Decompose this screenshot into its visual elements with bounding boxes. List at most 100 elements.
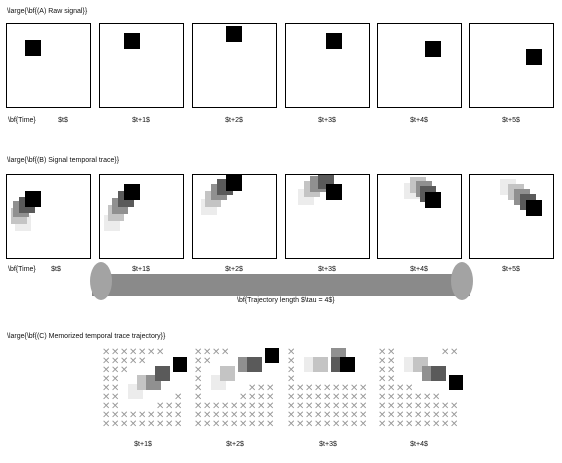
cross-mark-icon: ✕ bbox=[194, 419, 203, 430]
cross-mark-icon: ✕ bbox=[120, 419, 129, 430]
cross-mark-icon: ✕ bbox=[359, 401, 368, 412]
cross-mark-icon: ✕ bbox=[194, 383, 203, 394]
trace-label-t1: $t+1$ bbox=[132, 266, 150, 273]
cross-mark-icon: ✕ bbox=[257, 401, 266, 412]
raw-signal-square bbox=[326, 33, 342, 49]
cross-mark-icon: ✕ bbox=[156, 410, 165, 421]
cross-mark-icon: ✕ bbox=[248, 401, 257, 412]
cross-mark-icon: ✕ bbox=[257, 410, 266, 421]
current-signal-square bbox=[526, 200, 542, 216]
cross-mark-icon: ✕ bbox=[212, 401, 221, 412]
cross-mark-icon: ✕ bbox=[350, 410, 359, 421]
cross-mark-icon: ✕ bbox=[378, 401, 387, 412]
cross-mark-icon: ✕ bbox=[156, 401, 165, 412]
cross-mark-icon: ✕ bbox=[138, 348, 147, 358]
trace-label-t3: $t+3$ bbox=[318, 266, 336, 273]
memory-label-t1: $t+1$ bbox=[134, 441, 152, 448]
memory-grid-t2: ✕ ✕ ✕ ✕ ✕ ✕ ✕ ✕ ✕ ✕ ✕ ✕ ✕ ✕ ✕ ✕ ✕ ✕ ✕ ✕ ✕ ✕ ✕ ✕ ✕ ✕ ✕ ✕ ✕ ✕ ✕ ✕ ✕ ✕ ✕ ✕ ✕ ✕ ✕ ✕… bbox=[193, 348, 279, 434]
cross-mark-icon: ✕ bbox=[396, 410, 405, 421]
cross-mark-icon: ✕ bbox=[111, 410, 120, 421]
cross-mark-icon: ✕ bbox=[194, 410, 203, 421]
cross-mark-icon: ✕ bbox=[111, 383, 120, 394]
cross-mark-icon: ✕ bbox=[102, 401, 111, 412]
cross-mark-icon: ✕ bbox=[396, 392, 405, 403]
cross-mark-icon: ✕ bbox=[239, 401, 248, 412]
memory-label-t4: $t+4$ bbox=[410, 441, 428, 448]
cross-mark-icon: ✕ bbox=[156, 419, 165, 430]
current-signal-square bbox=[326, 184, 342, 200]
cross-mark-icon: ✕ bbox=[194, 374, 203, 385]
cross-mark-icon: ✕ bbox=[378, 365, 387, 376]
cross-mark-icon: ✕ bbox=[323, 383, 332, 394]
cross-mark-icon: ✕ bbox=[341, 392, 350, 403]
cross-mark-icon: ✕ bbox=[129, 348, 138, 358]
cross-mark-icon: ✕ bbox=[387, 356, 396, 367]
cross-mark-icon: ✕ bbox=[287, 383, 296, 394]
cross-mark-icon: ✕ bbox=[296, 410, 305, 421]
cross-mark-icon: ✕ bbox=[341, 383, 350, 394]
cross-mark-icon: ✕ bbox=[441, 419, 450, 430]
cross-mark-icon: ✕ bbox=[432, 392, 441, 403]
cross-mark-icon: ✕ bbox=[396, 383, 405, 394]
cross-mark-icon: ✕ bbox=[257, 392, 266, 403]
trace-label-t2: $t+2$ bbox=[225, 266, 243, 273]
cross-mark-icon: ✕ bbox=[423, 419, 432, 430]
cross-mark-icon: ✕ bbox=[332, 383, 341, 394]
trace-square-1 bbox=[247, 357, 262, 372]
cross-mark-icon: ✕ bbox=[378, 348, 387, 358]
cross-mark-icon: ✕ bbox=[350, 392, 359, 403]
cross-mark-icon: ✕ bbox=[239, 419, 248, 430]
current-signal-square bbox=[173, 357, 187, 372]
frame-label-t2: $t+2$ bbox=[225, 117, 243, 124]
raw-signal-square bbox=[425, 41, 441, 57]
cross-mark-icon: ✕ bbox=[111, 365, 120, 376]
cross-mark-icon: ✕ bbox=[405, 392, 414, 403]
current-signal-square bbox=[25, 191, 41, 207]
cross-mark-icon: ✕ bbox=[287, 410, 296, 421]
cross-mark-icon: ✕ bbox=[305, 392, 314, 403]
cross-mark-icon: ✕ bbox=[102, 410, 111, 421]
cross-mark-icon: ✕ bbox=[296, 392, 305, 403]
cross-mark-icon: ✕ bbox=[423, 410, 432, 421]
cross-mark-icon: ✕ bbox=[323, 419, 332, 430]
cross-mark-icon: ✕ bbox=[305, 410, 314, 421]
cross-mark-icon: ✕ bbox=[165, 410, 174, 421]
cross-mark-icon: ✕ bbox=[441, 348, 450, 358]
cross-mark-icon: ✕ bbox=[414, 419, 423, 430]
cross-mark-icon: ✕ bbox=[296, 419, 305, 430]
cross-mark-icon: ✕ bbox=[350, 419, 359, 430]
cross-mark-icon: ✕ bbox=[287, 356, 296, 367]
cross-mark-icon: ✕ bbox=[147, 419, 156, 430]
cross-mark-icon: ✕ bbox=[102, 365, 111, 376]
cross-mark-icon: ✕ bbox=[147, 410, 156, 421]
cross-mark-icon: ✕ bbox=[359, 392, 368, 403]
cross-mark-icon: ✕ bbox=[332, 401, 341, 412]
current-signal-square bbox=[226, 175, 242, 191]
cross-mark-icon: ✕ bbox=[405, 401, 414, 412]
raw-signal-square bbox=[526, 49, 542, 65]
cross-mark-icon: ✕ bbox=[314, 419, 323, 430]
cross-mark-icon: ✕ bbox=[102, 348, 111, 358]
cross-mark-icon: ✕ bbox=[111, 374, 120, 385]
cross-mark-icon: ✕ bbox=[102, 356, 111, 367]
frame-label-t3: $t+3$ bbox=[318, 117, 336, 124]
cross-mark-icon: ✕ bbox=[314, 401, 323, 412]
cross-mark-icon: ✕ bbox=[423, 392, 432, 403]
cross-mark-icon: ✕ bbox=[138, 356, 147, 367]
cross-mark-icon: ✕ bbox=[120, 356, 129, 367]
cross-mark-icon: ✕ bbox=[387, 374, 396, 385]
current-signal-square bbox=[340, 357, 355, 372]
cross-mark-icon: ✕ bbox=[111, 348, 120, 358]
cross-mark-icon: ✕ bbox=[239, 392, 248, 403]
trajectory-tube bbox=[92, 274, 470, 296]
cross-mark-icon: ✕ bbox=[387, 419, 396, 430]
cross-mark-icon: ✕ bbox=[221, 419, 230, 430]
memory-label-t2: $t+2$ bbox=[226, 441, 244, 448]
cross-mark-icon: ✕ bbox=[248, 392, 257, 403]
cross-mark-icon: ✕ bbox=[129, 419, 138, 430]
cross-mark-icon: ✕ bbox=[332, 419, 341, 430]
cross-mark-icon: ✕ bbox=[287, 348, 296, 358]
cross-mark-icon: ✕ bbox=[341, 401, 350, 412]
cross-mark-icon: ✕ bbox=[387, 348, 396, 358]
trajectory-length-label: \bf{Trajectory length $\tau = 4$} bbox=[237, 297, 335, 304]
